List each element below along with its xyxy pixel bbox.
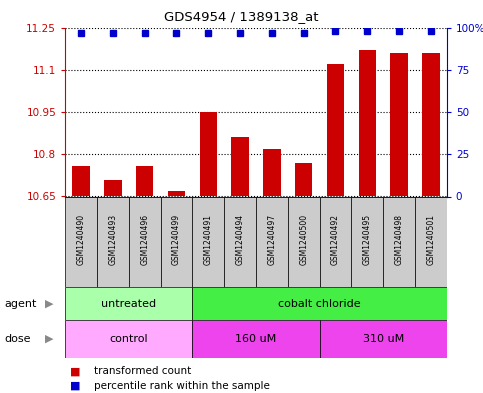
Bar [256,196,288,287]
Bar [295,163,313,196]
Text: GSM1240498: GSM1240498 [395,215,404,265]
Bar [224,196,256,287]
Text: ■: ■ [70,381,81,391]
Text: GSM1240494: GSM1240494 [236,214,244,265]
Text: GSM1240501: GSM1240501 [426,215,435,265]
Bar [199,112,217,196]
Bar [415,196,447,287]
Bar [192,320,320,358]
Bar [288,196,320,287]
Text: GSM1240490: GSM1240490 [77,214,85,265]
Text: dose: dose [5,334,31,344]
Text: GSM1240493: GSM1240493 [108,214,117,265]
Text: ▶: ▶ [45,299,54,309]
Text: GSM1240495: GSM1240495 [363,214,372,265]
Bar [383,196,415,287]
Bar [352,196,383,287]
Text: ▶: ▶ [45,334,54,344]
Bar [231,137,249,196]
Bar [72,165,90,196]
Bar [327,64,344,196]
Text: GSM1240500: GSM1240500 [299,214,308,265]
Bar [192,287,447,320]
Text: GSM1240491: GSM1240491 [204,215,213,265]
Text: untreated: untreated [101,299,156,309]
Bar [192,196,224,287]
Bar [65,196,97,287]
Bar [65,287,192,320]
Text: GDS4954 / 1389138_at: GDS4954 / 1389138_at [164,10,319,23]
Text: percentile rank within the sample: percentile rank within the sample [94,381,270,391]
Text: transformed count: transformed count [94,366,191,376]
Bar [390,53,408,196]
Text: control: control [110,334,148,344]
Bar [65,320,192,358]
Bar [168,191,185,196]
Text: cobalt chloride: cobalt chloride [278,299,361,309]
Text: 310 uM: 310 uM [363,334,404,344]
Bar [263,149,281,196]
Text: GSM1240497: GSM1240497 [268,214,276,265]
Bar [97,196,129,287]
Text: 160 uM: 160 uM [235,334,277,344]
Text: GSM1240499: GSM1240499 [172,214,181,265]
Bar [161,196,192,287]
Text: GSM1240492: GSM1240492 [331,215,340,265]
Text: ■: ■ [70,366,81,376]
Bar [320,196,352,287]
Bar [104,180,122,196]
Bar [358,50,376,196]
Text: GSM1240496: GSM1240496 [140,214,149,265]
Bar [320,320,447,358]
Bar [422,53,440,196]
Text: agent: agent [5,299,37,309]
Bar [136,165,154,196]
Bar [129,196,161,287]
